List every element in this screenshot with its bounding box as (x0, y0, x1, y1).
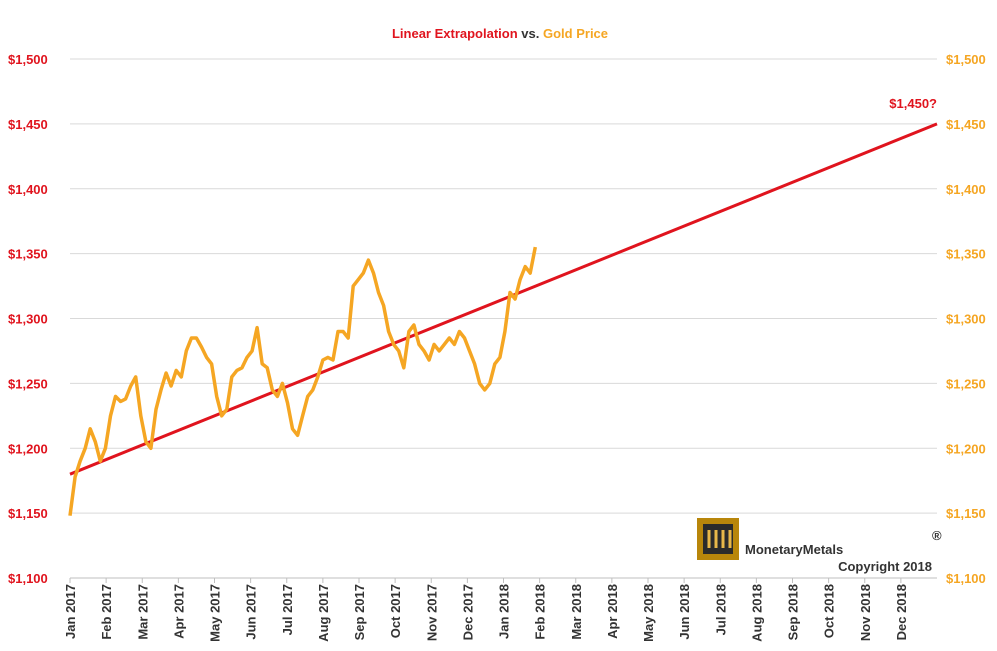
y2-tick-label: $1,500 (946, 52, 986, 67)
y-tick-label: $1,200 (8, 441, 48, 456)
title-part: Linear Extrapolation (392, 26, 518, 41)
x-tick-label: Oct 2018 (822, 584, 837, 638)
y-tick-label: $1,400 (8, 182, 48, 197)
x-tick-label: May 2018 (641, 584, 656, 642)
series-line (68, 246, 538, 516)
x-tick-label: Nov 2018 (858, 584, 873, 641)
logo: MonetaryMetals ® Copyright 2018 (697, 518, 942, 574)
x-tick-label: Mar 2017 (135, 584, 150, 640)
x-tick-label: Sep 2017 (352, 584, 367, 640)
x-tick-label: May 2017 (208, 584, 223, 642)
annotation: $1,450? (889, 96, 937, 111)
x-tick-label: Jul 2018 (713, 584, 728, 635)
y2-tick-label: $1,100 (946, 571, 986, 586)
x-tick-label: Jan 2017 (63, 584, 78, 639)
logo-name: MonetaryMetals (745, 542, 843, 557)
y2-tick-label: $1,450 (946, 117, 986, 132)
x-tick-label: Jun 2018 (677, 584, 692, 640)
title-part: Gold Price (543, 26, 608, 41)
x-tick-label: Aug 2017 (316, 584, 331, 642)
chart-title: Linear Extrapolation vs. Gold Price (392, 26, 608, 41)
x-tick-label: Mar 2018 (569, 584, 584, 640)
x-tick-label: Jul 2017 (280, 584, 295, 635)
y2-tick-label: $1,250 (946, 376, 986, 391)
x-tick-label: Jun 2017 (244, 584, 259, 640)
x-tick-label: Oct 2017 (388, 584, 403, 638)
x-tick-label: Jan 2018 (497, 584, 512, 639)
y-tick-label: $1,250 (8, 376, 48, 391)
title-part: vs. (521, 26, 539, 41)
x-tick-label: Feb 2018 (533, 584, 548, 640)
series-line (69, 122, 938, 476)
y-tick-label: $1,100 (8, 571, 48, 586)
x-tick-label: Feb 2017 (99, 584, 114, 640)
y-tick-label: $1,150 (8, 506, 48, 521)
x-tick-label: Apr 2018 (605, 584, 620, 639)
x-tick-label: Apr 2017 (171, 584, 186, 639)
y2-tick-label: $1,150 (946, 506, 986, 521)
y2-tick-label: $1,200 (946, 441, 986, 456)
y-tick-label: $1,450 (8, 117, 48, 132)
x-tick-label: Sep 2018 (786, 584, 801, 640)
x-tick-label: Aug 2018 (749, 584, 764, 642)
x-tick-label: Nov 2017 (424, 584, 439, 641)
x-tick-label: Dec 2018 (894, 584, 909, 640)
y2-tick-label: $1,400 (946, 182, 986, 197)
logo-copyright: Copyright 2018 (838, 559, 932, 574)
y2-tick-label: $1,300 (946, 312, 986, 327)
y2-tick-label: $1,350 (946, 247, 986, 262)
x-tick-label: Dec 2017 (460, 584, 475, 640)
plot: $1,100 $1,150 $1,200 $1,250 $1,300 $1,350 $1,4… (8, 52, 986, 642)
logo-mark: ® (932, 528, 942, 543)
logo-bars (707, 530, 732, 548)
y-tick-label: $1,300 (8, 312, 48, 327)
y-tick-label: $1,500 (8, 52, 48, 67)
y-tick-label: $1,350 (8, 247, 48, 262)
